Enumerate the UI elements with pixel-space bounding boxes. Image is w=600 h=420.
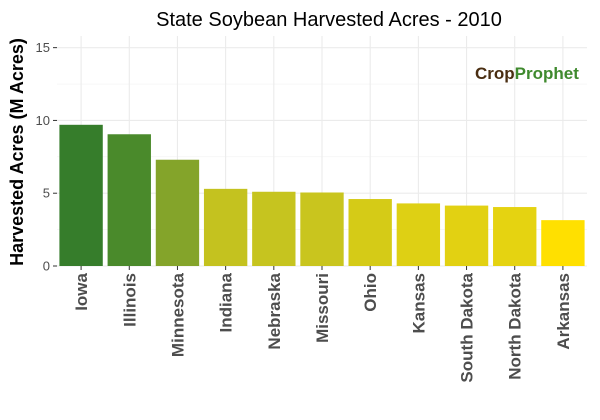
watermark-crop: Crop: [475, 64, 515, 83]
bar-south-dakota: [444, 205, 489, 266]
bar-missouri: [300, 192, 344, 266]
y-tick-label: 10: [36, 113, 50, 128]
watermark-logo: CropProphet: [475, 64, 579, 83]
bar-kansas: [396, 203, 441, 266]
watermark-prophet: Prophet: [515, 64, 580, 83]
bar-ohio: [348, 199, 392, 266]
x-tick-label-north-dakota: North Dakota: [506, 272, 525, 379]
chart-title: State Soybean Harvested Acres - 2010: [156, 9, 502, 31]
y-axis-label: Harvested Acres (M Acres): [7, 38, 27, 266]
bar-arkansas: [541, 220, 585, 266]
x-tick-labels: Iowa Illinois Minnesota Indiana Nebraska Miss…: [72, 266, 573, 383]
bar-nebraska: [252, 191, 296, 266]
x-tick-label-kansas: Kansas: [409, 273, 428, 333]
bar-illinois: [107, 134, 151, 266]
x-tick-label-arkansas: Arkansas: [554, 273, 573, 350]
x-tick-label-south-dakota: South Dakota: [458, 272, 477, 382]
bar-minnesota: [155, 159, 200, 266]
y-tick-label: 0: [43, 259, 50, 274]
y-tick-labels: 0 5 10 15: [36, 40, 57, 274]
bar-north-dakota: [493, 207, 537, 266]
bar-indiana: [203, 188, 248, 266]
bars: [59, 124, 585, 266]
x-tick-label-iowa: Iowa: [72, 272, 91, 310]
bar-iowa: [59, 124, 103, 266]
x-tick-label-ohio: Ohio: [361, 273, 380, 312]
x-tick-label-nebraska: Nebraska: [265, 272, 284, 349]
x-tick-label-missouri: Missouri: [313, 273, 332, 343]
y-tick-label: 5: [43, 186, 50, 201]
x-tick-label-indiana: Indiana: [217, 272, 236, 332]
x-tick-label-minnesota: Minnesota: [168, 272, 187, 357]
y-tick-label: 15: [36, 40, 50, 55]
x-tick-label-illinois: Illinois: [120, 273, 139, 327]
